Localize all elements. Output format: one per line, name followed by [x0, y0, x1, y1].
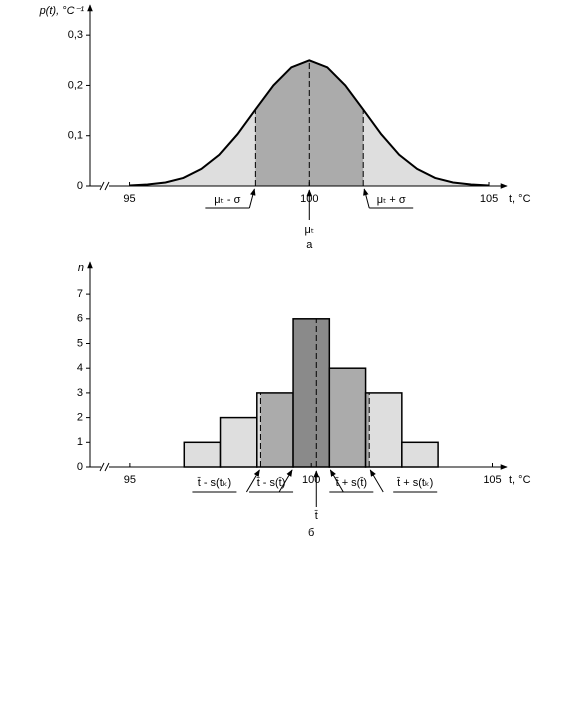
x-tick-label: 95 [123, 193, 135, 205]
bar-shade [329, 368, 366, 467]
marker-arrow [248, 188, 256, 209]
x-tick-label: 100 [300, 193, 318, 205]
y-tick-label: 2 [77, 412, 83, 424]
y-tick-label: 0 [77, 180, 83, 192]
band-fill [255, 60, 364, 186]
axis-break-gap [101, 463, 109, 471]
y-tick-label: 0 [77, 461, 83, 473]
y-axis-label: n [78, 262, 84, 274]
y-tick-label: 6 [77, 313, 83, 325]
x-tick-label: 105 [480, 193, 498, 205]
bar-shade [365, 392, 370, 467]
axis-break [104, 462, 110, 472]
marker-arrow [245, 469, 260, 493]
bar [220, 417, 257, 467]
bar [401, 442, 439, 467]
chart: μₜ - σ μₜ μₜ + σ 0 0,1 0,2 0,3 95 100 105 p(t), °C… [39, 4, 531, 251]
bar [184, 442, 221, 467]
marker-label: t̄ + s(t̄) [335, 477, 367, 489]
y-tick-label: 5 [77, 337, 83, 349]
bar-shade [293, 318, 330, 467]
marker-arrow [369, 469, 384, 493]
y-tick-label: 0,1 [68, 130, 83, 142]
y-tick-label: 3 [77, 387, 83, 399]
axis-break [99, 181, 105, 191]
x-axis-label: t, °C [509, 193, 531, 205]
marker-label: μₜ - σ [214, 194, 240, 206]
y-tick-label: 1 [77, 436, 83, 448]
axis-break-gap [101, 182, 109, 190]
y-tick-label: 0,2 [68, 79, 83, 91]
curve [129, 59, 490, 187]
bar [365, 392, 402, 467]
marker-arrow [329, 469, 344, 493]
chart: t̄ - s(tₖ) t̄ - s(t̄) t̄ t̄ + s(t̄) t̄ + s(t… [77, 261, 531, 539]
marker-arrow [278, 469, 293, 493]
marker-arrow [363, 188, 370, 209]
marker-label: t̄ + s(tₖ) [397, 477, 434, 489]
y-tick-label: 0,3 [68, 29, 83, 41]
axis-break [99, 462, 105, 472]
y-tick-label: 7 [77, 288, 83, 300]
bar-shade [260, 392, 294, 467]
marker-label: μₜ [304, 224, 314, 236]
marker-label: t̄ [314, 510, 318, 522]
caption: а [306, 239, 313, 251]
y-tick-label: 4 [77, 362, 83, 374]
marker-label: t̄ - s(tₖ) [197, 477, 231, 489]
x-tick-label: 95 [124, 474, 136, 486]
x-axis-label: t, °C [509, 474, 531, 486]
y-axis-label: p(t), °C⁻¹ [39, 5, 85, 17]
axis-break [104, 181, 110, 191]
marker-label: t̄ - s(t̄) [256, 477, 285, 489]
x-tick-label: 105 [483, 474, 501, 486]
caption: б [308, 527, 314, 539]
x-tick-label: 100 [302, 474, 320, 486]
marker-label: μₜ + σ [377, 194, 406, 206]
